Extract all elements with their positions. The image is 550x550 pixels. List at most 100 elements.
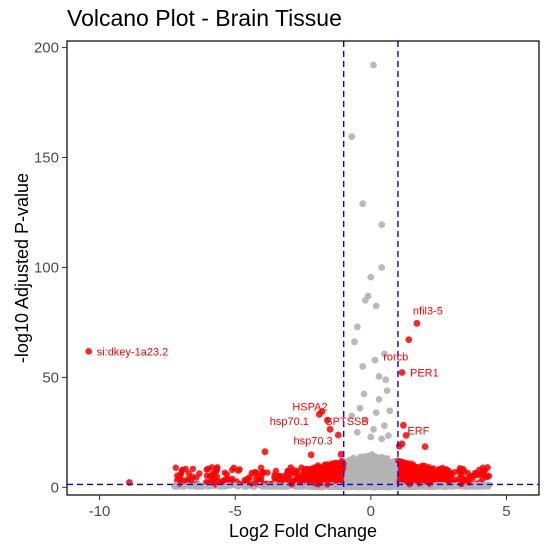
background-point (364, 465, 371, 472)
data-point (383, 387, 391, 394)
gene-label: nfil3-5 (413, 305, 443, 317)
background-point (185, 470, 192, 477)
data-point (400, 421, 407, 429)
gene-label: rorcb (383, 352, 408, 364)
x-axis-title: Log2 Fold Change (229, 521, 377, 541)
data-point (353, 428, 361, 436)
data-point (405, 336, 413, 343)
data-point (372, 409, 380, 416)
gene-label: hsp70.1 (270, 416, 309, 428)
background-point (172, 481, 180, 488)
data-point (362, 297, 369, 304)
background-point (383, 469, 390, 477)
data-point (348, 133, 356, 141)
background-point (325, 464, 332, 472)
data-point (315, 410, 323, 418)
background-point (335, 482, 343, 489)
background-point (471, 481, 479, 488)
data-point (370, 61, 377, 69)
gene-label: HSPA2 (292, 402, 327, 414)
background-point (415, 467, 422, 474)
data-point (356, 404, 364, 412)
background-point (189, 465, 197, 473)
background-point (373, 463, 380, 470)
background-point (439, 464, 446, 472)
background-point (335, 474, 342, 482)
y-tick-label: 200 (34, 40, 59, 57)
data-points-layer (85, 61, 491, 486)
data-point (395, 442, 403, 450)
plot-frame (66, 40, 540, 496)
data-point (353, 323, 361, 331)
data-point (351, 338, 358, 346)
background-point (301, 475, 309, 483)
data-point (378, 264, 386, 271)
background-point (307, 468, 314, 476)
background-point (203, 466, 210, 473)
background-point (427, 468, 434, 476)
x-tick-label: 0 (367, 503, 375, 520)
data-point (261, 448, 269, 456)
data-point (307, 451, 315, 459)
x-axis: -10 -5 0 5 (89, 495, 511, 520)
background-point (181, 477, 188, 484)
background-point (182, 465, 189, 473)
background-point (397, 465, 405, 472)
background-point (221, 469, 228, 476)
background-point (177, 472, 184, 479)
background-point (241, 476, 249, 484)
background-point (311, 480, 319, 487)
data-point (382, 376, 390, 384)
background-point (309, 475, 317, 482)
background-point (228, 466, 236, 474)
gene-label: PER1 (410, 368, 439, 380)
background-point (284, 473, 291, 480)
data-point (473, 470, 480, 478)
data-point (337, 450, 345, 458)
background-point (236, 466, 243, 473)
background-point (466, 474, 473, 481)
background-point (380, 462, 387, 469)
chart-title: Volcano Plot - Brain Tissue (67, 5, 342, 31)
background-point (350, 462, 357, 469)
data-point (367, 433, 375, 441)
background-point (485, 472, 493, 480)
background-point (364, 478, 372, 485)
data-point (348, 412, 356, 420)
data-point (334, 431, 342, 439)
background-point (391, 472, 398, 480)
data-point (371, 356, 379, 364)
gene-label: SPTSSB (325, 416, 368, 428)
background-point (378, 455, 386, 463)
background-point (214, 464, 221, 471)
y-tick-label: 150 (34, 150, 59, 167)
y-axis: 0 50 100 150 200 (34, 40, 67, 496)
background-point (443, 472, 450, 479)
data-point (398, 369, 406, 376)
background-point (358, 467, 365, 474)
data-point (381, 350, 388, 358)
data-point (85, 348, 93, 355)
data-point (402, 432, 410, 439)
data-point (324, 416, 331, 424)
data-point (437, 474, 445, 481)
background-point (322, 475, 330, 482)
background-point (457, 474, 464, 481)
data-point (375, 396, 383, 403)
gene-label: ERF (407, 425, 429, 437)
point-cloud-layer (171, 451, 493, 491)
data-point (386, 407, 394, 415)
data-point (484, 464, 491, 471)
threshold-lines-layer (67, 41, 539, 495)
gene-label: hsp70.3 (294, 435, 333, 447)
data-point (367, 273, 375, 281)
y-tick-label: 100 (34, 259, 59, 276)
data-point (385, 432, 392, 439)
background-point (421, 472, 428, 479)
data-point (370, 425, 377, 433)
x-tick-label: -10 (89, 503, 111, 520)
background-point (451, 476, 458, 483)
background-point (223, 482, 230, 489)
